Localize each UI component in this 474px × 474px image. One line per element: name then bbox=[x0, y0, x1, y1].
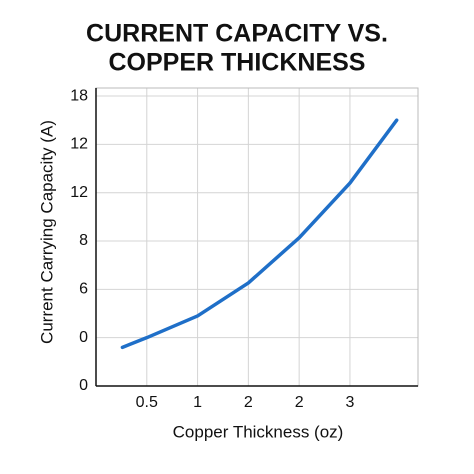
x-tick-label: 0.5 bbox=[136, 394, 158, 411]
y-axis-label: Current Carrying Capacity (A) bbox=[37, 120, 56, 344]
chart-title: COPPER THICKNESS bbox=[109, 49, 366, 77]
y-tick-label: 18 bbox=[70, 87, 88, 104]
y-tick-label: 12 bbox=[70, 136, 88, 153]
y-tick-label: 0 bbox=[79, 329, 88, 346]
x-axis-label: Copper Thickness (oz) bbox=[173, 422, 344, 441]
y-tick-label: 12 bbox=[70, 184, 88, 201]
y-tick-label: 8 bbox=[79, 232, 88, 249]
y-tick-label: 6 bbox=[79, 281, 88, 298]
x-tick-label: 2 bbox=[244, 394, 253, 411]
line bbox=[120, 118, 399, 350]
y-tick-label: 0 bbox=[79, 377, 88, 394]
chart-title: CURRENT CAPACITY VS. bbox=[86, 20, 388, 48]
x-tick-label: 3 bbox=[345, 394, 354, 411]
x-tick-label: 2 bbox=[295, 394, 304, 411]
x-tick-label: 1 bbox=[193, 394, 202, 411]
